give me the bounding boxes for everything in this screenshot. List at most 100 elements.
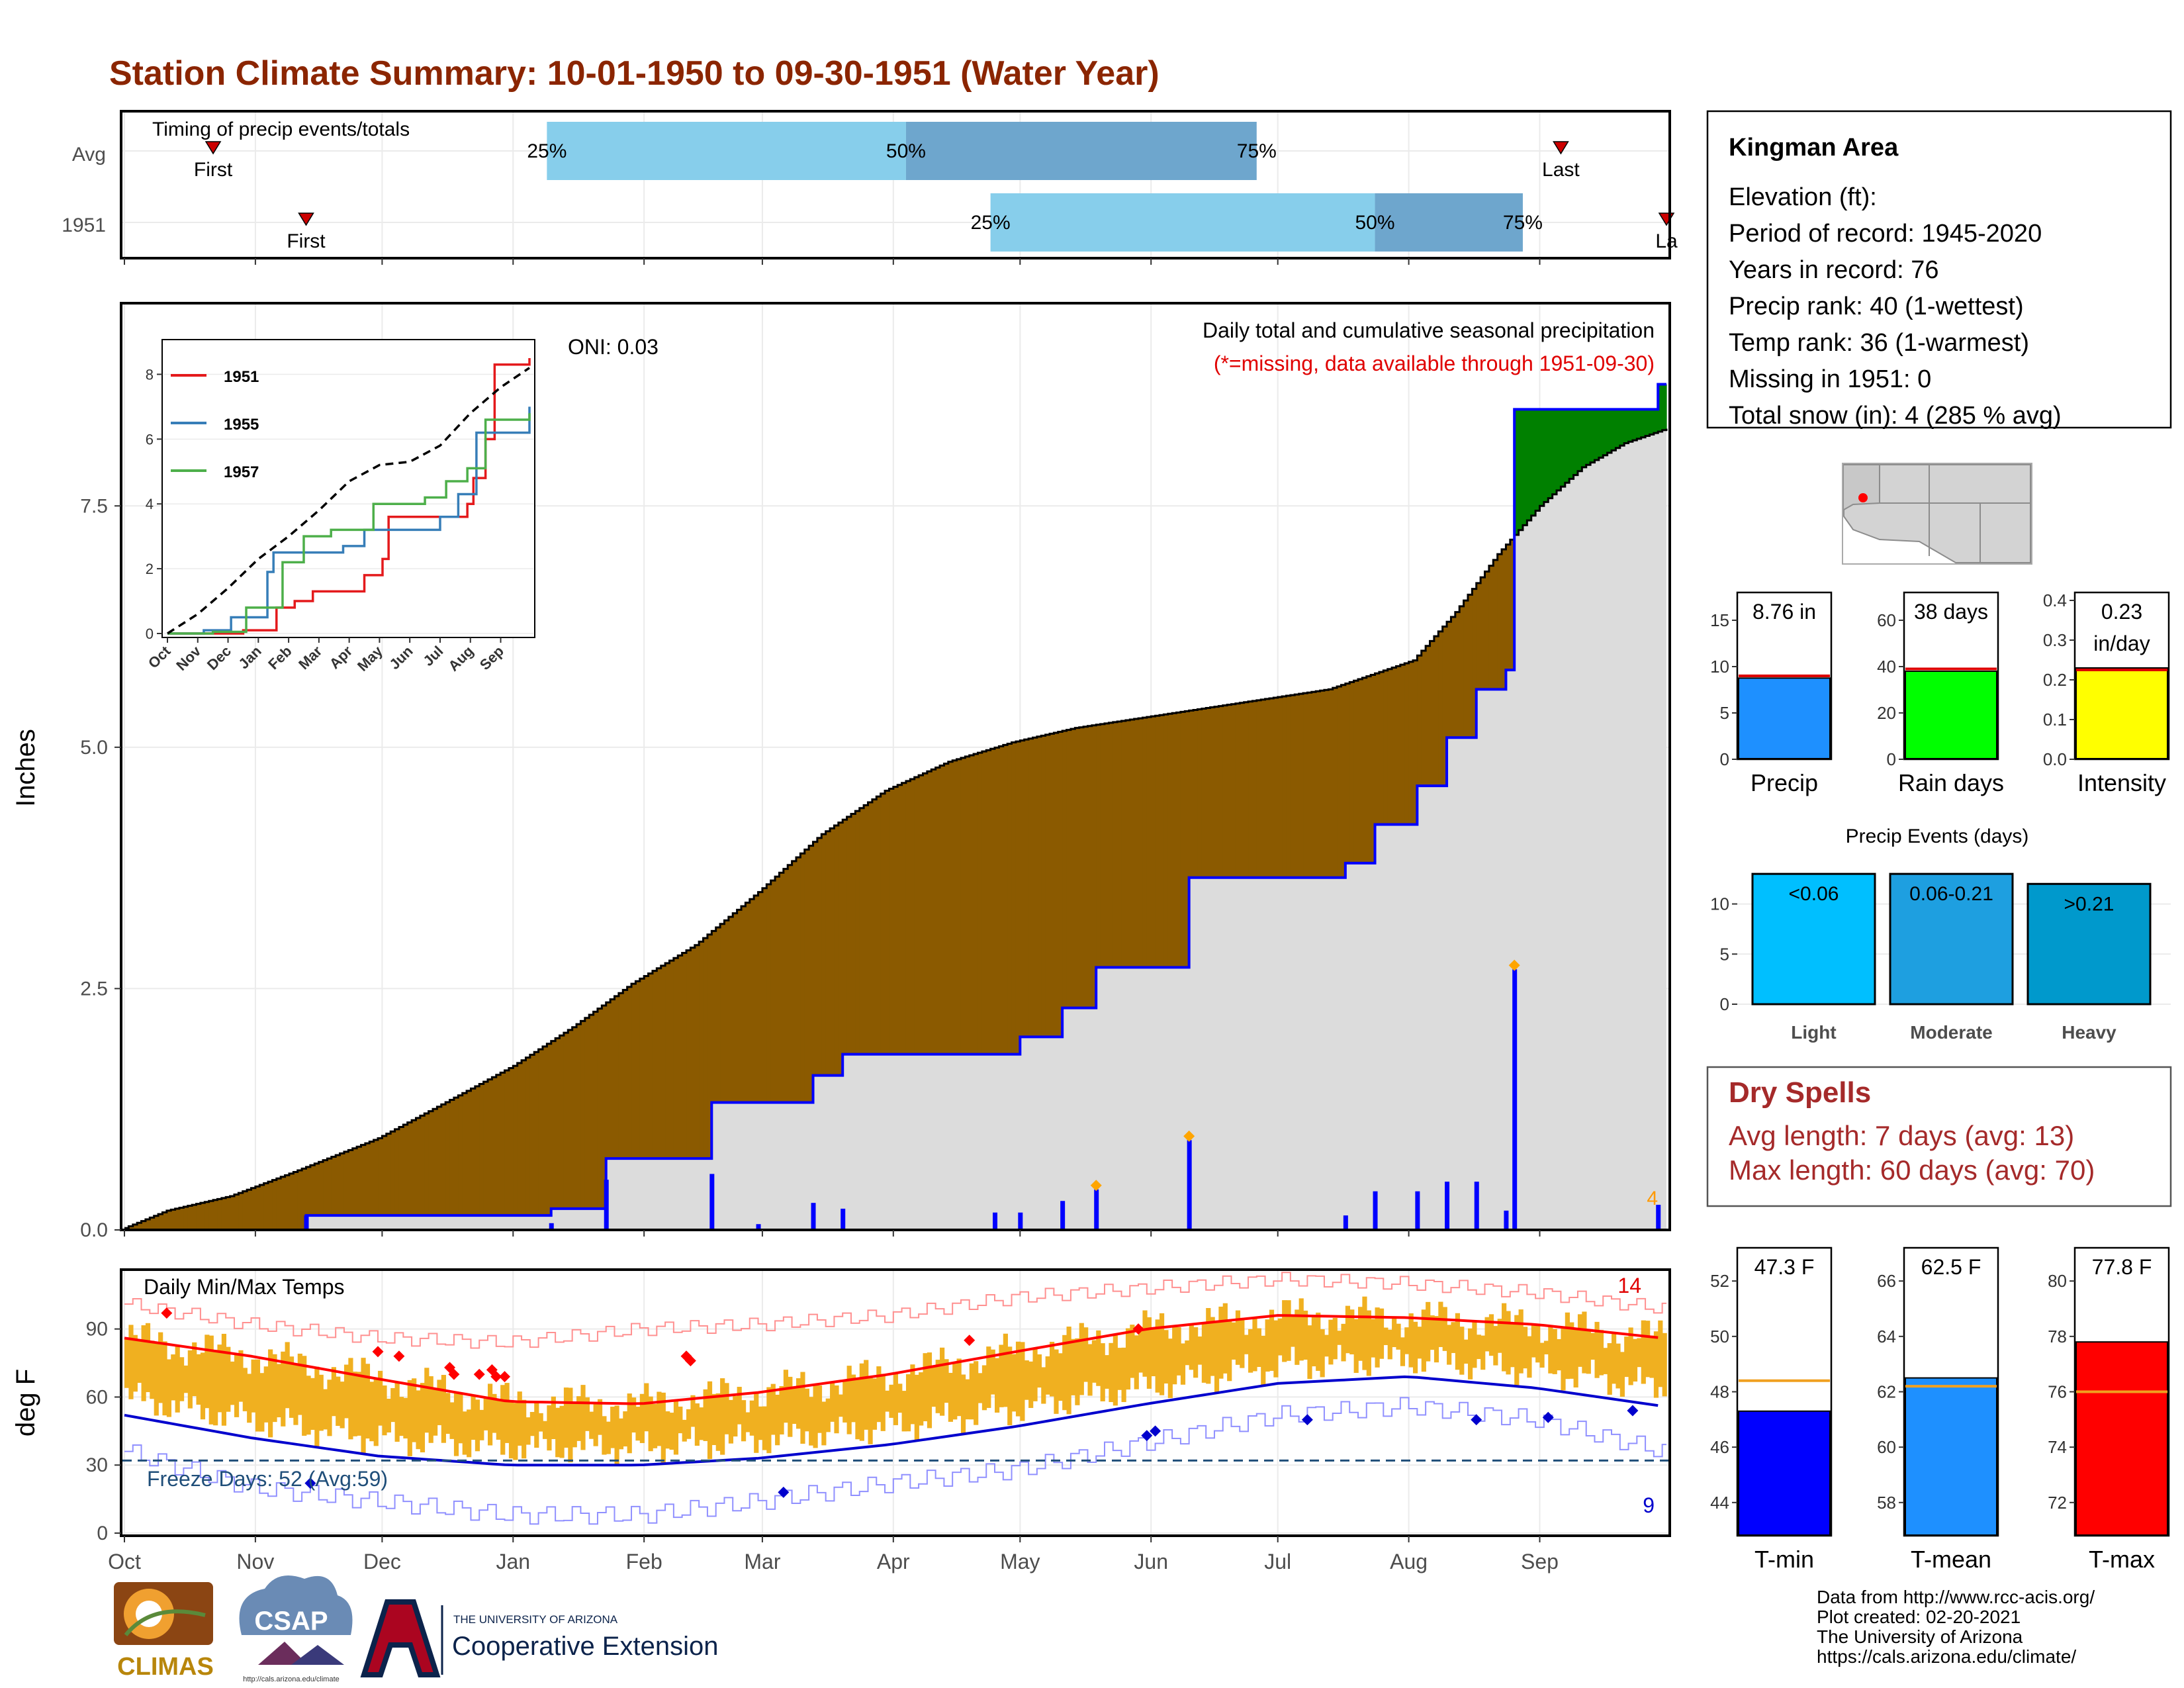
timing-first-label: First bbox=[194, 159, 233, 181]
daily-temp-bar bbox=[1637, 1338, 1642, 1368]
record-high-marker bbox=[372, 1346, 384, 1358]
daily-temp-bar bbox=[956, 1358, 962, 1417]
t-max-y-tick-label: 72 bbox=[2048, 1493, 2067, 1513]
inset-y-tick-label: 4 bbox=[146, 496, 154, 512]
deficit-area bbox=[775, 876, 780, 1103]
climas-logo-text: CLIMAS bbox=[117, 1653, 214, 1681]
timing-q25-label: 25% bbox=[971, 212, 1011, 234]
daily-temp-bar bbox=[462, 1411, 467, 1455]
deficit-area bbox=[1007, 743, 1013, 1055]
rain-days-bar bbox=[1905, 671, 1997, 759]
deficit-area bbox=[859, 808, 864, 1055]
surplus-area bbox=[1641, 409, 1646, 438]
events-y-tick-label: 5 bbox=[1720, 944, 1729, 964]
deficit-area bbox=[1261, 699, 1266, 878]
daily-temp-bar bbox=[584, 1397, 590, 1431]
timing-first-marker bbox=[205, 141, 222, 155]
deficit-area bbox=[1066, 729, 1071, 1008]
daily-temp-bar bbox=[593, 1403, 598, 1446]
deficit-area bbox=[1341, 684, 1346, 878]
deficit-area bbox=[1163, 714, 1169, 968]
daily-temp-bar bbox=[445, 1393, 451, 1434]
daily-temp-bar bbox=[1548, 1325, 1553, 1374]
daily-temp-bar bbox=[1658, 1320, 1663, 1387]
daily-temp-bar bbox=[859, 1363, 864, 1441]
deficit-area bbox=[580, 1021, 586, 1209]
deficit-area bbox=[796, 857, 801, 1103]
deficit-area bbox=[940, 765, 945, 1055]
deficit-area bbox=[872, 799, 877, 1055]
record-high-marker bbox=[490, 1371, 502, 1383]
deficit-area bbox=[255, 1186, 260, 1230]
daily-temp-bar bbox=[1404, 1327, 1410, 1354]
deficit-area bbox=[500, 1072, 506, 1216]
t-mean-label: T-mean bbox=[1911, 1546, 1991, 1573]
deficit-area bbox=[956, 759, 962, 1055]
daily-temp-bar bbox=[1125, 1328, 1131, 1390]
deficit-area bbox=[1387, 669, 1392, 825]
ua-big-text: Cooperative Extension bbox=[452, 1632, 718, 1661]
daily-temp-bar bbox=[183, 1365, 189, 1393]
average-cumulative-line bbox=[124, 428, 1668, 1229]
daily-temp-bar bbox=[885, 1390, 890, 1412]
daily-temp-bar bbox=[1320, 1329, 1325, 1378]
daily-temp-bar bbox=[1146, 1317, 1152, 1389]
daily-temp-bar bbox=[1100, 1343, 1105, 1401]
precip-panel: 0.0 2.5 5.0 7.5 Inches ONI: 0.03 Daily tota… bbox=[11, 302, 1671, 1241]
daily-temp-bar bbox=[1522, 1327, 1528, 1369]
legend-label-1955: 1955 bbox=[224, 416, 259, 434]
missing-note: (*=missing, data available through 1951-… bbox=[1214, 352, 1655, 375]
daily-temp-bar bbox=[281, 1351, 286, 1427]
deficit-area bbox=[166, 1210, 171, 1230]
daily-temp-bar bbox=[1375, 1307, 1380, 1368]
deficit-area bbox=[952, 760, 958, 1055]
deficit-area bbox=[673, 958, 678, 1159]
daily-temp-bar bbox=[889, 1384, 894, 1418]
surplus-area bbox=[1612, 409, 1616, 451]
deficit-area bbox=[715, 927, 721, 1103]
deficit-area bbox=[1442, 626, 1447, 786]
deficit-area bbox=[1003, 745, 1008, 1055]
month-x-tick-label: Nov bbox=[236, 1550, 274, 1573]
daily-temp-bar bbox=[416, 1390, 421, 1450]
deficit-area bbox=[1316, 691, 1321, 878]
month-x-tick-label: Oct bbox=[108, 1550, 141, 1573]
deficit-area bbox=[373, 1140, 379, 1216]
daily-temp-bar bbox=[1349, 1309, 1355, 1354]
t-max-label: T-max bbox=[2089, 1546, 2155, 1573]
daily-temp-bar bbox=[471, 1394, 476, 1440]
daily-temp-bar bbox=[369, 1382, 375, 1442]
daily-temp-bar bbox=[1332, 1317, 1338, 1360]
month-x-tick-label: May bbox=[1000, 1550, 1040, 1573]
deficit-area bbox=[1138, 718, 1144, 968]
deficit-area bbox=[1252, 700, 1257, 878]
surplus-area bbox=[1628, 409, 1633, 442]
timing-row-label-avg: Avg bbox=[72, 144, 106, 165]
normal-tmin-line bbox=[124, 1375, 1659, 1467]
daily-temp-bar bbox=[158, 1332, 163, 1403]
daily-temp-bar bbox=[1459, 1327, 1465, 1375]
t-mean-value-label: 62.5 F bbox=[1921, 1255, 1981, 1279]
daily-temp-bar bbox=[1421, 1309, 1426, 1372]
deficit-area bbox=[905, 780, 911, 1055]
daily-precip-bar bbox=[756, 1224, 761, 1230]
daily-temp-bar bbox=[555, 1407, 561, 1458]
daily-temp-bar bbox=[542, 1421, 548, 1439]
daily-temp-bar bbox=[635, 1407, 641, 1441]
deficit-area bbox=[931, 769, 936, 1055]
daily-temp-bar bbox=[673, 1399, 679, 1455]
daily-temp-bar bbox=[433, 1389, 438, 1436]
daily-temp-bar bbox=[276, 1364, 281, 1418]
daily-temp-bar bbox=[563, 1387, 569, 1448]
deficit-area bbox=[272, 1180, 277, 1230]
deficit-area bbox=[1421, 651, 1426, 786]
surplus-area bbox=[1658, 384, 1663, 432]
daily-temp-bar bbox=[331, 1367, 336, 1417]
daily-temp-bar bbox=[318, 1374, 324, 1431]
daily-temp-bar bbox=[412, 1378, 417, 1442]
deficit-area bbox=[132, 1224, 138, 1230]
deficit-area bbox=[644, 976, 649, 1159]
daily-temp-bar bbox=[458, 1393, 463, 1444]
surplus-area bbox=[1565, 409, 1570, 483]
deficit-area bbox=[1480, 577, 1486, 690]
